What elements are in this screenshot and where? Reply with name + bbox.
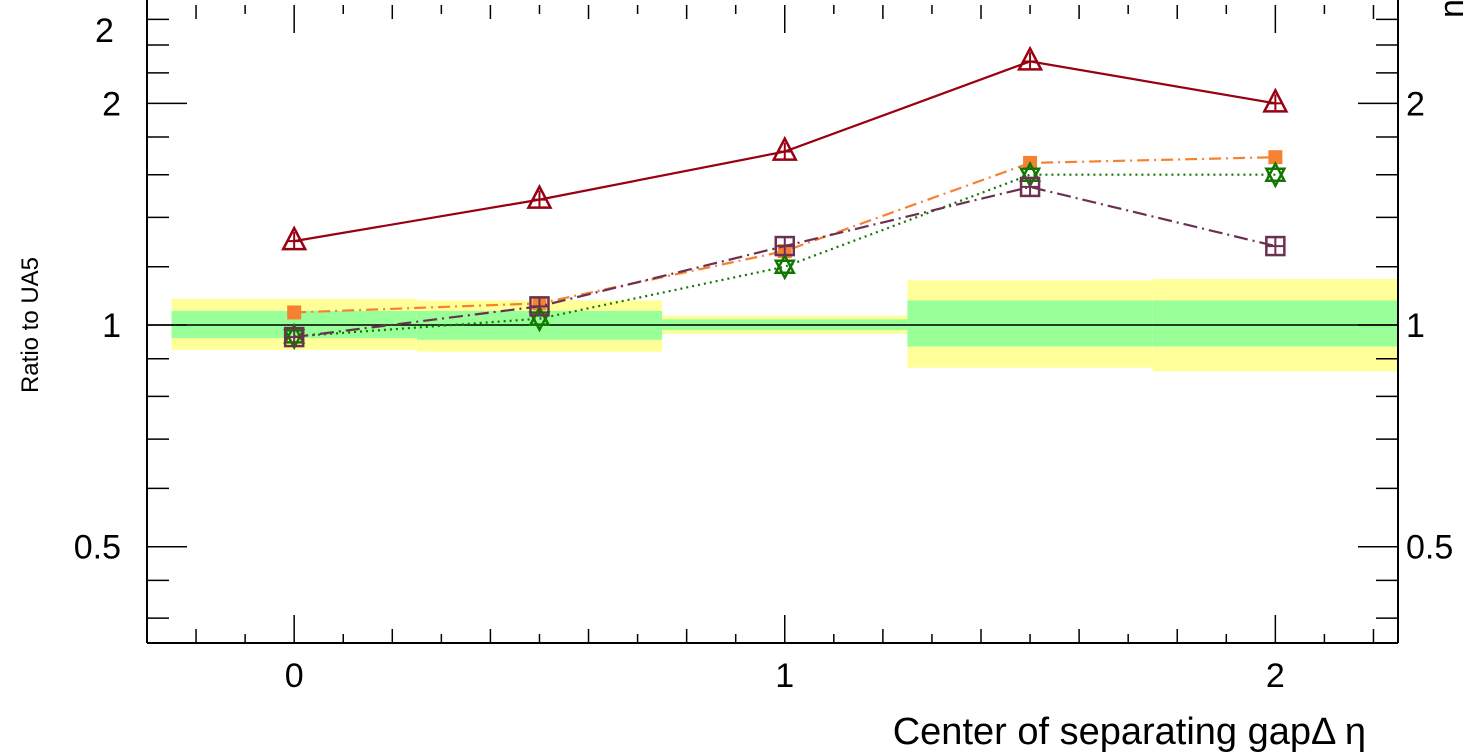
x-tick-label-0: 0 — [285, 657, 304, 695]
series-0-point-3 — [1016, 45, 1044, 71]
series-3-point-3 — [1019, 176, 1041, 198]
series-3-point-1 — [529, 296, 550, 317]
band-inner-3 — [907, 300, 1153, 347]
axis-ticks — [146, 5, 1398, 643]
band-inner-4 — [1152, 300, 1398, 347]
top-right-clipped-label: n — [1433, 0, 1471, 18]
x-tick-label-1: 1 — [775, 657, 794, 695]
series-0-point-2 — [771, 135, 798, 161]
y-tick-label-right-2: 2 — [1406, 85, 1425, 123]
series-3-point-4 — [1265, 235, 1286, 257]
series-3-point-2 — [774, 235, 796, 257]
y-tick-label-left-1: 1 — [102, 307, 121, 345]
axes-frame — [146, 0, 1399, 644]
series-group — [281, 45, 1289, 351]
series-line-2 — [294, 173, 1276, 338]
y-tick-label-left-2: 2 — [102, 85, 121, 123]
series-1-point-4 — [1268, 150, 1283, 165]
series-2-point-4 — [1264, 161, 1287, 189]
x-axis-title: Center of separating gapΔ η — [893, 711, 1366, 753]
series-0-point-4 — [1262, 87, 1289, 113]
y-axis-title: Ratio to UA5 — [17, 257, 44, 393]
series-3-point-0 — [283, 326, 305, 348]
y-tick-label-left-0: 0.5 — [74, 529, 121, 567]
tick-labels: 0 1 2 0.5 0.5 1 1 2 2 — [74, 85, 1454, 695]
series-0-point-1 — [526, 183, 553, 209]
top-left-clipped-label: 2 — [95, 12, 114, 50]
series-2-point-2 — [773, 253, 796, 281]
y-tick-label-right-0: 0.5 — [1406, 529, 1453, 567]
y-tick-label-right-1: 1 — [1406, 307, 1425, 345]
x-tick-label-2: 2 — [1266, 657, 1285, 695]
series-1-point-0 — [287, 305, 302, 320]
series-0-point-0 — [281, 225, 308, 251]
